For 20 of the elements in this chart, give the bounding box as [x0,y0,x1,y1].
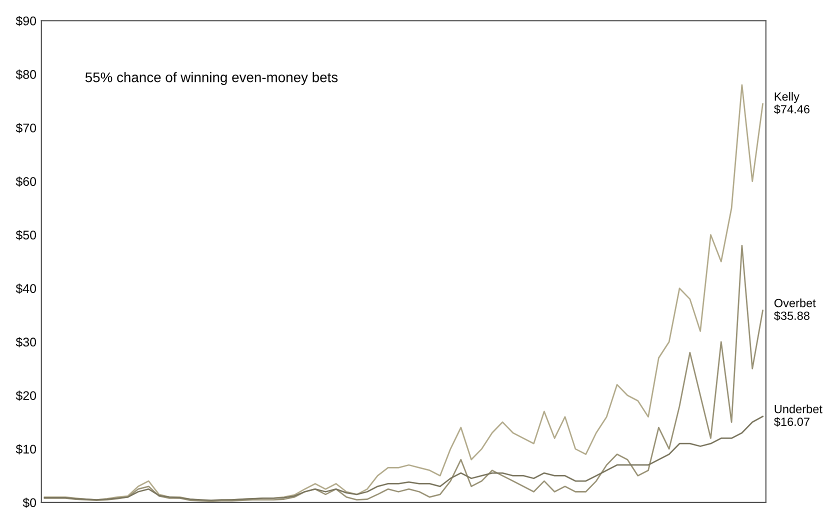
series-label: Overbet [774,298,816,308]
y-tick-label: $0 [22,498,36,508]
series-label: Underbet [774,404,822,414]
y-tick-label: $30 [16,337,36,348]
y-tick-label: $60 [16,176,36,187]
data-label: $35.88 [774,311,810,321]
y-tick-label: $10 [16,444,36,454]
line-series [44,244,764,502]
y-tick-label: $50 [16,230,36,240]
y-tick-label: $70 [16,123,36,134]
series-label: Kelly [774,92,800,104]
data-label: $74.46 [774,104,810,114]
line-series [44,416,764,502]
data-label: $16.07 [774,417,810,427]
annotation: 55% chance of winning even-money bets [85,72,338,85]
y-tick-label: $40 [16,284,36,294]
y-tick-label: $20 [16,390,36,401]
line-series [44,84,764,502]
y-tick-label: $80 [16,70,36,80]
y-tick-label: $90 [16,16,36,26]
